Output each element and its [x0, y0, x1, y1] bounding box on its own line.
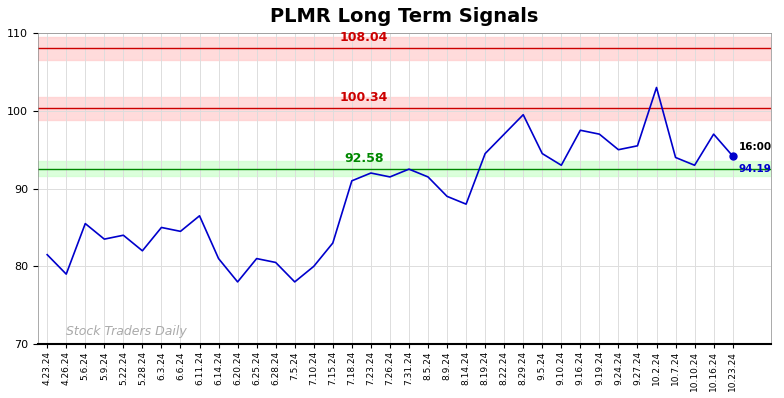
Bar: [38, 96, 771, 120]
Text: 100.34: 100.34: [340, 91, 388, 104]
Text: 92.58: 92.58: [344, 152, 384, 165]
Bar: [38, 161, 771, 176]
Bar: [38, 37, 771, 60]
Text: 108.04: 108.04: [340, 31, 388, 45]
Text: 16:00: 16:00: [739, 142, 771, 152]
Text: 94.19: 94.19: [739, 164, 771, 174]
Text: Stock Traders Daily: Stock Traders Daily: [66, 325, 187, 338]
Title: PLMR Long Term Signals: PLMR Long Term Signals: [270, 7, 539, 26]
